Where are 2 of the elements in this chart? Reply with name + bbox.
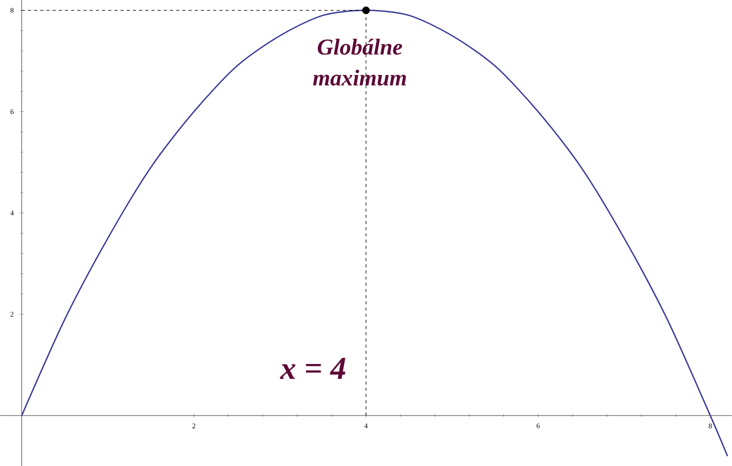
annotation: x = 4 <box>280 358 346 379</box>
annotation: Globálne maximum <box>313 38 406 86</box>
